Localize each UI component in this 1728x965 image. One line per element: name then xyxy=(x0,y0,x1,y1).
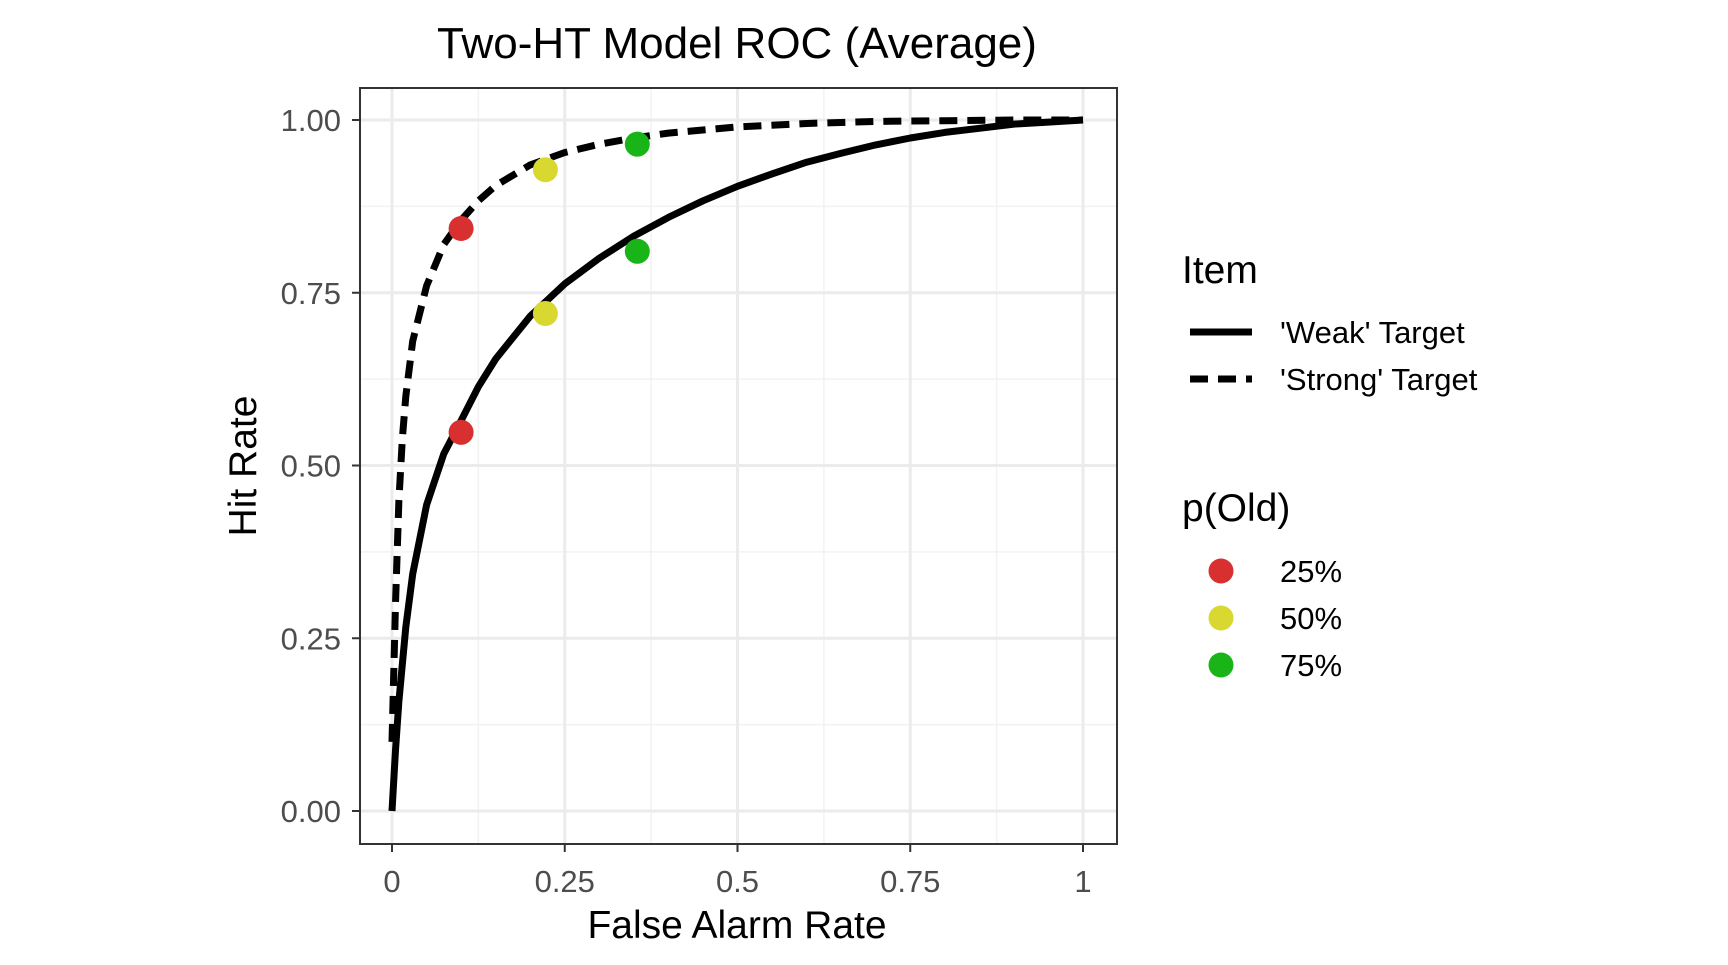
series-layer xyxy=(388,116,1084,812)
y-tick-label: 0.25 xyxy=(281,621,341,656)
legend-label: 25% xyxy=(1280,554,1342,589)
legend: Item 'Weak' Target 'Strong' Target p(Old)… xyxy=(1182,249,1478,683)
y-axis: 0.00 0.25 0.50 0.75 1.00 xyxy=(281,103,360,829)
series-line-strong-target xyxy=(388,116,1083,742)
grid-major xyxy=(360,88,1117,844)
series-line-weak-target xyxy=(388,116,1084,812)
x-tick-label: 0.75 xyxy=(880,864,940,899)
data-point-25pct xyxy=(448,419,474,445)
legend-label: 75% xyxy=(1280,648,1342,683)
legend-key-point xyxy=(1208,605,1234,631)
x-tick-label: 1 xyxy=(1074,864,1091,899)
legend-title-item: Item xyxy=(1182,249,1258,292)
legend-label: 'Weak' Target xyxy=(1280,315,1465,350)
y-tick-label: 0.00 xyxy=(281,794,341,829)
legend-key-point xyxy=(1208,558,1234,584)
y-tick-label: 0.75 xyxy=(281,276,341,311)
y-axis-label: Hit Rate xyxy=(222,396,265,537)
y-tick-label: 0.50 xyxy=(281,449,341,484)
legend-label: 'Strong' Target xyxy=(1280,362,1478,397)
points-layer xyxy=(448,131,650,445)
data-point-25pct xyxy=(448,215,474,241)
data-point-50pct xyxy=(532,157,558,183)
x-tick-label: 0.25 xyxy=(535,864,595,899)
legend-line-entries: 'Weak' Target 'Strong' Target xyxy=(1190,315,1478,397)
y-tick-label: 1.00 xyxy=(281,103,341,138)
x-axis-label: False Alarm Rate xyxy=(587,904,886,947)
data-point-75pct xyxy=(624,131,650,157)
legend-label: 50% xyxy=(1280,601,1342,636)
data-point-75pct xyxy=(624,238,650,264)
chart-title: Two-HT Model ROC (Average) xyxy=(437,19,1037,68)
legend-key-point xyxy=(1208,652,1234,678)
x-tick-label: 0.5 xyxy=(716,864,759,899)
x-tick-label: 0 xyxy=(383,864,400,899)
legend-title-p-old: p(Old) xyxy=(1182,487,1290,530)
legend-point-entries: 25% 50% 75% xyxy=(1208,554,1342,683)
x-axis: 0 0.25 0.5 0.75 1 xyxy=(383,844,1092,899)
data-point-50pct xyxy=(532,300,558,326)
